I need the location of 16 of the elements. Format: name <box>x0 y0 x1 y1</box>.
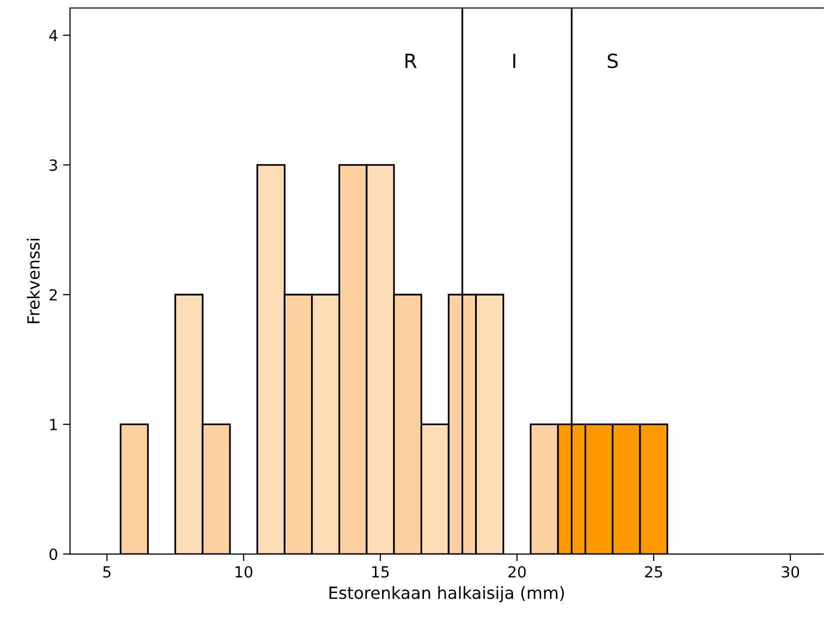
x-axis-title: Estorenkaan halkaisija (mm) <box>330 586 564 602</box>
annotation: I <box>513 54 516 68</box>
y-tick-label: 0 <box>50 548 58 560</box>
x-tick-label: 30 <box>782 566 800 578</box>
x-tick-label: 5 <box>103 566 110 578</box>
y-tick-label: 3 <box>50 159 58 171</box>
x-tick-label: 25 <box>645 566 662 578</box>
x-tick-label: 20 <box>508 566 526 578</box>
x-tick-label: 10 <box>236 566 252 578</box>
y-tick-label: 4 <box>49 30 58 42</box>
y-tick-label: 1 <box>50 418 57 430</box>
y-tick-label: 2 <box>50 289 57 300</box>
x-tick-label: 15 <box>372 566 389 578</box>
y-axis-title: Frekvenssi <box>26 238 40 324</box>
annotation: S <box>608 54 618 68</box>
annotation: R <box>406 54 417 68</box>
